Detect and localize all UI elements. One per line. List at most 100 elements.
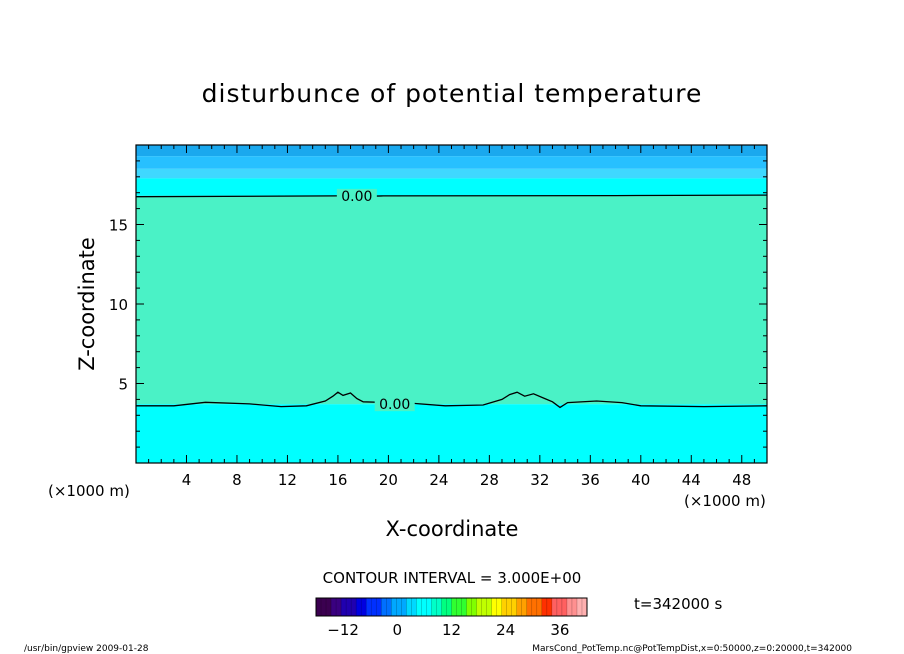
colorbar-segment: [501, 598, 508, 616]
color-band: [136, 195, 767, 405]
color-band: [136, 168, 767, 179]
colorbar-segment: [536, 598, 543, 616]
x-tick-label: 28: [480, 471, 499, 489]
x-tick-label: 4: [182, 471, 192, 489]
colorbar-segment: [511, 598, 518, 616]
color-band: [136, 156, 767, 169]
colorbar-segment: [426, 598, 432, 616]
colorbar-segment: [401, 598, 407, 616]
y-tick-label: 10: [109, 296, 128, 314]
x-tick-label: 24: [429, 471, 448, 489]
colorbar-segment: [521, 598, 528, 616]
contour-layer: 0.00 0.00: [135, 188, 768, 413]
contour-label-bg: [374, 397, 415, 412]
colorbar-segment: [431, 598, 437, 616]
y-axis-label: Z-coordinate: [75, 237, 99, 371]
colorbar-segment: [571, 598, 578, 616]
footer-right: MarsCond_PotTemp.nc@PotTempDist,x=0:5000…: [532, 644, 852, 654]
colorbar-segment: [346, 598, 352, 616]
x-tick-label: 20: [379, 471, 398, 489]
colorbar-segment: [321, 598, 327, 616]
colorbar-segment: [341, 598, 347, 616]
color-band: [136, 178, 767, 196]
colorbar-segment: [496, 598, 503, 616]
colorbar-segment: [506, 598, 513, 616]
colorbar-segment: [461, 598, 467, 616]
colorbar-segment: [316, 598, 322, 616]
x-tick-label: 16: [328, 471, 347, 489]
colorbar-tick-label: 24: [496, 621, 515, 639]
color-band: [136, 145, 767, 157]
colorbar-segment: [551, 598, 558, 616]
colorbar-segment: [386, 598, 392, 616]
colorbar-segment: [531, 598, 538, 616]
colorbar-segment: [566, 598, 573, 616]
colorbar-segment: [411, 598, 417, 616]
colorbar-segment: [421, 598, 427, 616]
colorbar-segment: [356, 598, 362, 616]
colorbar-segment: [466, 598, 472, 616]
color-band: [136, 404, 767, 463]
colorbar-segment: [576, 598, 583, 616]
colorbar-segment: [366, 598, 372, 616]
colorbar-segment: [581, 598, 588, 616]
colorbar-segment: [376, 598, 382, 616]
colorbar-segment: [326, 598, 332, 616]
colorbar-segment: [456, 598, 462, 616]
contour-label: 0.00: [379, 397, 410, 413]
y-tick-label: 5: [118, 376, 128, 394]
colorbar-segment: [491, 598, 498, 616]
contour-line-zero-lower: [136, 391, 768, 409]
colorbar-segment: [451, 598, 457, 616]
x-unit-left: (×1000 m): [48, 482, 130, 500]
colorbar-tick-label: 36: [550, 621, 569, 639]
colorbar-segment: [391, 598, 397, 616]
colorbar-segment: [441, 598, 447, 616]
colorbar-segment: [336, 598, 342, 616]
x-tick-label: 44: [682, 471, 701, 489]
contour-interval-label: CONTOUR INTERVAL = 3.000E+00: [323, 569, 582, 587]
time-label: t=342000 s: [634, 595, 722, 613]
footer-left: /usr/bin/gpview 2009-01-28: [24, 644, 149, 654]
x-tick-label: 8: [232, 471, 242, 489]
colorbar-segment: [541, 598, 548, 616]
x-tick-label: 12: [278, 471, 297, 489]
colorbar-frame: [315, 597, 588, 617]
colorbar-segment: [416, 598, 422, 616]
x-tick-label: 32: [530, 471, 549, 489]
x-axis-label: X-coordinate: [386, 517, 519, 541]
x-tick-label: 40: [631, 471, 650, 489]
x-tick-label: 36: [581, 471, 600, 489]
colorbar: −12 0 12 24 36: [315, 597, 588, 639]
colorbar-segment: [526, 598, 533, 616]
colorbar-segment: [516, 598, 523, 616]
colorbar-tick-label: −12: [327, 621, 359, 639]
y-tick-label: 15: [109, 217, 128, 235]
x-unit-right: (×1000 m): [684, 492, 766, 510]
contour-label-bg: [336, 188, 377, 203]
colorbar-segment: [486, 598, 493, 616]
colorbar-segment: [471, 598, 477, 616]
colorbar-segment: [446, 598, 452, 616]
colorbar-segment: [331, 598, 337, 616]
colorbar-segment: [371, 598, 377, 616]
colorbar-segment: [556, 598, 563, 616]
colorbar-tick-label: 12: [442, 621, 461, 639]
colorbar-segment: [381, 598, 387, 616]
colorbar-tick-label: 0: [393, 621, 403, 639]
colorbar-segment: [561, 598, 568, 616]
chart-title: disturbunce of potential temperature: [202, 79, 703, 108]
colorbar-segment: [396, 598, 402, 616]
x-tick-label: 48: [732, 471, 751, 489]
colorbar-segment: [546, 598, 553, 616]
colorbar-segment: [361, 598, 367, 616]
colorbar-segment: [351, 598, 357, 616]
plot-fill-layer: [136, 145, 767, 463]
colorbar-segment: [406, 598, 412, 616]
contour-label: 0.00: [341, 189, 372, 205]
colorbar-segment: [481, 598, 488, 616]
colorbar-segment: [476, 598, 483, 616]
